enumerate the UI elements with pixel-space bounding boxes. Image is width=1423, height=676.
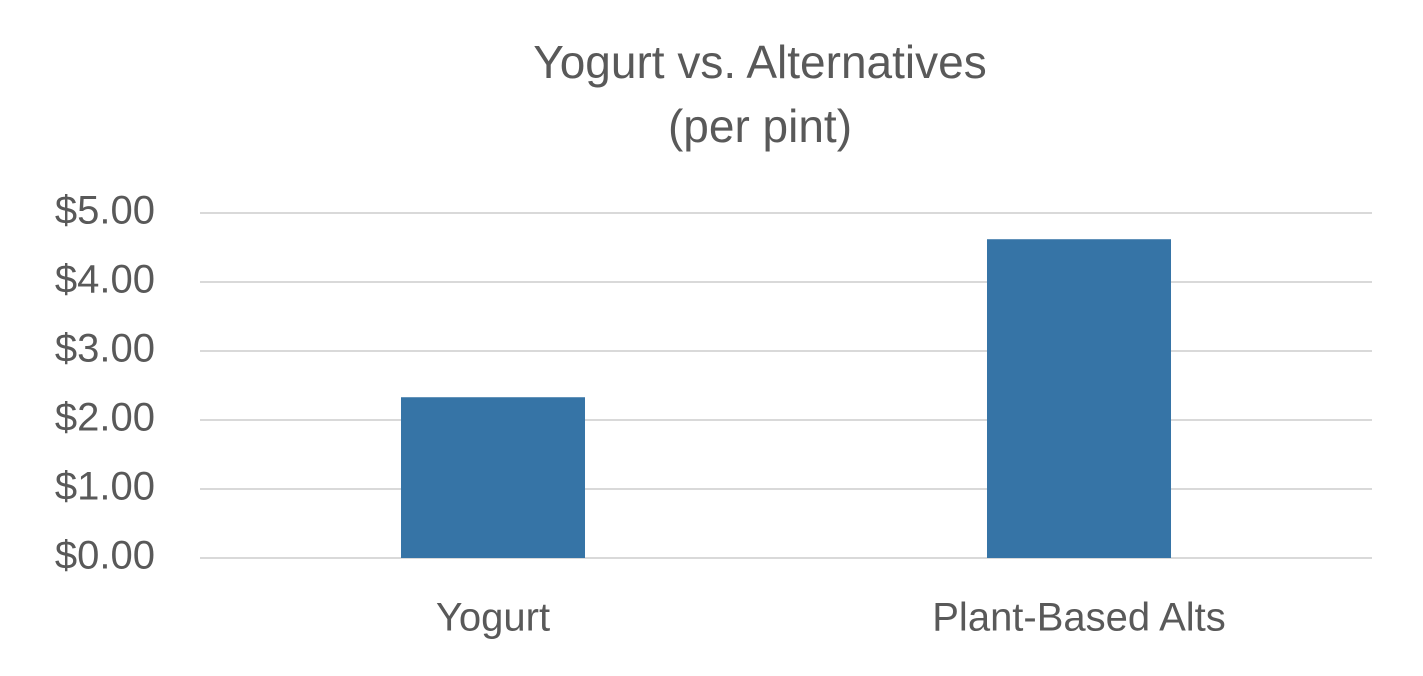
bar <box>400 397 586 558</box>
y-tick-label: $3.00 <box>55 327 155 371</box>
y-tick-label: $1.00 <box>55 465 155 509</box>
y-tick-label: $5.00 <box>55 189 155 233</box>
chart-title: Yogurt vs. Alternatives <box>533 36 986 88</box>
y-tick-label: $4.00 <box>55 258 155 302</box>
bar <box>986 239 1172 558</box>
y-tick-label: $0.00 <box>55 534 155 578</box>
chart-subtitle: (per pint) <box>668 100 852 152</box>
y-tick-label: $2.00 <box>55 396 155 440</box>
x-tick-label: Yogurt <box>436 596 550 640</box>
x-tick-label: Plant-Based Alts <box>932 596 1226 640</box>
